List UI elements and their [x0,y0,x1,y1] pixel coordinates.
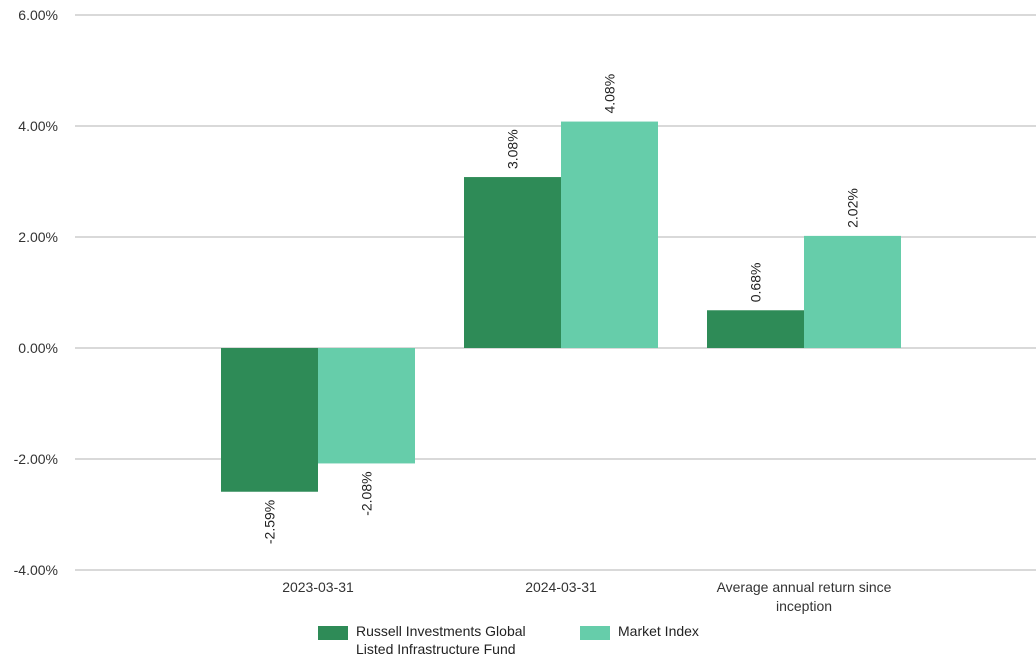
bar-fund [707,310,804,348]
x-axis-category-labels: 2023-03-31 2024-03-31 Average annual retur… [282,579,891,614]
y-tick-label: 4.00% [18,118,58,134]
data-label: -2.59% [262,500,278,544]
y-tick-label: 0.00% [18,340,58,356]
data-label: 2.02% [845,188,861,228]
y-tick-label: 6.00% [18,7,58,23]
y-tick-label: -2.00% [14,451,58,467]
legend: Russell Investments Global Listed Infras… [318,622,713,658]
legend-label-fund: Russell Investments Global Listed Infras… [356,623,526,657]
x-category-label: 2023-03-31 [282,579,354,595]
y-tick-label: 2.00% [18,229,58,245]
data-label: 4.08% [602,74,618,114]
data-label: 0.68% [748,263,764,303]
x-category-label: 2024-03-31 [525,579,597,595]
legend-swatch-fund [318,626,348,640]
y-axis-tick-labels: 6.00% 4.00% 2.00% 0.00% -2.00% -4.00% [14,7,58,578]
legend-swatch-market-index [580,626,610,640]
legend-item-market-index: Market Index [580,622,699,640]
data-labels: -2.59% 3.08% 0.68% -2.08% 4.08% 2.02% [262,74,861,544]
bar-fund [464,177,561,348]
bar-market-index [804,235,901,348]
data-label: 3.08% [505,129,521,169]
y-tick-label: -4.00% [14,562,58,578]
x-category-label: Average annual return since inception [717,579,892,614]
bar-market-index [318,348,415,464]
data-label: -2.08% [359,471,375,515]
legend-label-market-index: Market Index [618,623,699,639]
bar-market-index [561,121,658,348]
bars [221,121,901,492]
legend-item-fund: Russell Investments Global Listed Infras… [318,622,566,658]
bar-fund [221,348,318,492]
